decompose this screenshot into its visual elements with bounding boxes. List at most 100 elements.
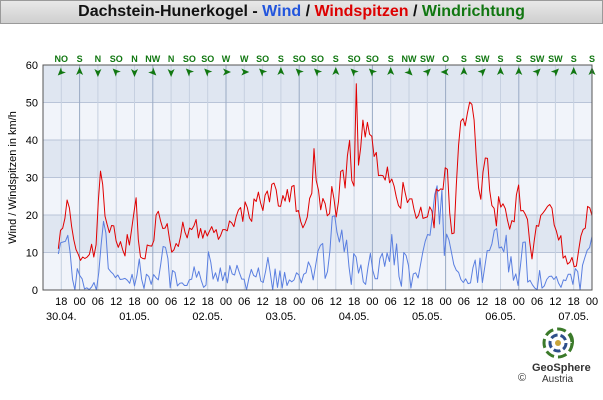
x-tick-label: 18 [494, 296, 506, 308]
y-tick-label: 0 [32, 285, 38, 297]
x-tick-label: 00 [147, 296, 159, 308]
direction-label: SO [293, 54, 306, 64]
title-wind: Wind [262, 3, 302, 20]
direction-arrow-head [404, 67, 413, 76]
y-tick-label: 50 [26, 98, 38, 110]
x-tick-label: 12 [330, 296, 342, 308]
direction-arrow-head [350, 68, 359, 77]
y-tick-label: 40 [26, 135, 38, 147]
x-tick-label: 18 [421, 296, 433, 308]
direction-arrow [532, 68, 541, 77]
direction-label: W [240, 54, 249, 64]
direction-arrow [404, 67, 413, 76]
x-tick-label: 00 [439, 296, 451, 308]
x-tick-label: 00 [220, 296, 232, 308]
direction-arrow-head [241, 68, 250, 76]
x-tick-label: 12 [476, 296, 488, 308]
direction-arrow [550, 68, 559, 77]
direction-label: NW [145, 54, 160, 64]
direction-arrow-head [515, 67, 523, 75]
direction-arrow [350, 68, 359, 77]
direction-arrow-head [570, 67, 578, 75]
direction-label: NO [55, 54, 69, 64]
y-tick-label: 10 [26, 248, 38, 260]
direction-label: N [95, 54, 102, 64]
direction-arrow-head [368, 68, 377, 77]
x-tick-label: 00 [513, 296, 525, 308]
direction-label: SO [256, 54, 269, 64]
direction-arrow-head [223, 68, 231, 76]
direction-arrow [76, 67, 84, 75]
direction-label: SO [348, 54, 361, 64]
date-label: 05.05. [412, 311, 443, 323]
direction-arrow-head [460, 67, 468, 75]
direction-arrow [241, 68, 250, 76]
direction-label: S [461, 54, 467, 64]
direction-arrow [94, 69, 102, 77]
direction-arrow [440, 68, 449, 76]
x-tick-label: 12 [403, 296, 415, 308]
x-tick-label: 00 [73, 296, 85, 308]
x-tick-label: 12 [549, 296, 561, 308]
direction-label: N [131, 54, 138, 64]
x-tick-label: 06 [92, 296, 104, 308]
title-separator-1: - [247, 3, 263, 20]
geosphere-logo [536, 325, 586, 363]
title-separator-2: / [301, 3, 315, 20]
direction-label: SW [420, 54, 435, 64]
x-tick-label: 18 [568, 296, 580, 308]
chart-title-bar: Dachstein-Hunerkogel - Wind / Windspitze… [0, 0, 603, 24]
plot-frame [42, 64, 593, 291]
direction-arrow-head [204, 68, 213, 77]
direction-arrow [148, 67, 157, 76]
title-gusts: Windspitzen [314, 3, 409, 20]
date-label: 04.05. [339, 311, 370, 323]
y-tick-labels: 0 10 20 30 40 50 60 [26, 60, 38, 297]
direction-arrow-head [550, 68, 559, 77]
direction-arrow-head [94, 69, 102, 77]
direction-arrow-head [313, 68, 323, 77]
x-tick-label: 12 [256, 296, 268, 308]
direction-label: S [77, 54, 83, 64]
direction-labels: NO S N SO N NW N SO SO W W SO S SO SO S SO SO S NW SW O S SW S S S… [55, 54, 595, 64]
logo-country: Austria [542, 374, 574, 385]
direction-label: SO [201, 54, 214, 64]
direction-arrow-head [112, 68, 121, 77]
direction-arrow-head [477, 68, 486, 77]
direction-arrow [570, 67, 578, 75]
direction-label: S [388, 54, 394, 64]
direction-arrow [259, 68, 268, 77]
direction-arrow-head [259, 68, 268, 77]
direction-arrow-head [148, 67, 157, 76]
direction-arrow [422, 68, 431, 77]
direction-label: NW [402, 54, 417, 64]
direction-arrow [387, 67, 395, 75]
direction-label: S [516, 54, 522, 64]
direction-label: S [589, 54, 595, 64]
date-label: 06.05. [485, 311, 516, 323]
direction-arrow-head [422, 68, 431, 77]
date-label: 02.05. [192, 311, 223, 323]
direction-label: SW [548, 54, 563, 64]
direction-arrow [295, 68, 304, 77]
x-tick-label: 18 [128, 296, 140, 308]
x-tick-label: 12 [183, 296, 195, 308]
direction-arrow-head [277, 67, 285, 75]
direction-label: S [571, 54, 577, 64]
direction-arrow-head [185, 68, 194, 77]
y-tick-label: 60 [26, 60, 38, 72]
direction-arrow-head [497, 67, 504, 75]
direction-label: S [333, 54, 339, 64]
direction-arrow-head [76, 67, 84, 75]
x-tick-label: 06 [531, 296, 543, 308]
title-station: Dachstein-Hunerkogel [78, 3, 248, 20]
direction-label: SO [183, 54, 196, 64]
direction-arrow-head [332, 67, 340, 75]
direction-label: SO [311, 54, 324, 64]
direction-arrow [131, 69, 138, 77]
direction-arrow [185, 68, 194, 77]
direction-arrow [332, 67, 340, 75]
x-tick-label: 00 [293, 296, 305, 308]
direction-arrow [167, 69, 175, 77]
x-tick-label: 18 [275, 296, 287, 308]
